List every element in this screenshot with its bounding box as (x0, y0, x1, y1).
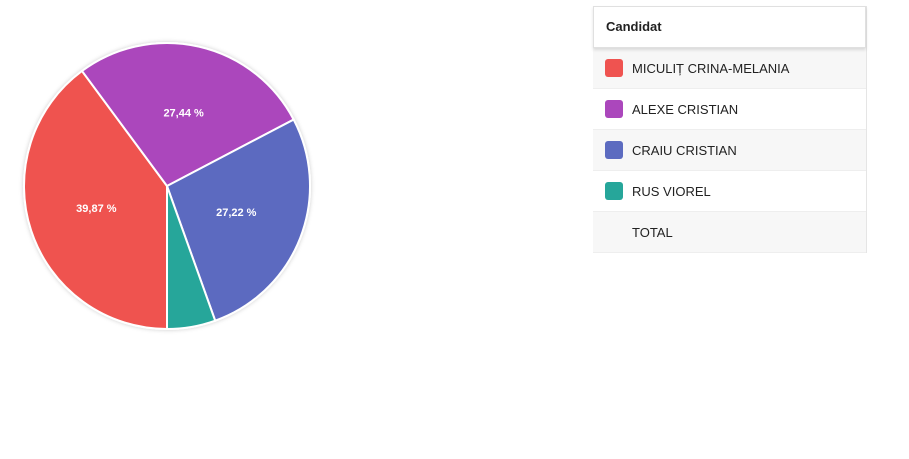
pie-slice (165, 118, 311, 322)
slice-label: 27,22 % (216, 207, 257, 219)
total-label: TOTAL (632, 224, 673, 240)
candidate-name: MICULIȚ CRINA-MELANIA (632, 60, 790, 76)
color-swatch (605, 182, 623, 200)
color-swatch (605, 59, 623, 77)
table-row: CRAIU CRISTIAN (593, 130, 866, 171)
table-row: ALEXE CRISTIAN (593, 89, 866, 130)
pie-slice (166, 185, 217, 331)
candidate-name: RUS VIOREL (632, 183, 711, 199)
total-row: TOTAL (593, 212, 866, 253)
slice-label: 27,44 % (163, 107, 204, 119)
pie-slice (80, 42, 295, 188)
color-swatch (605, 141, 623, 159)
candidate-name: ALEXE CRISTIAN (632, 101, 739, 117)
table-header: Candidat (593, 6, 866, 48)
candidate-table: Candidat MICULIȚ CRINA-MELANIA ALEXE CRIS… (593, 6, 867, 253)
table-row: MICULIȚ CRINA-MELANIA (593, 48, 866, 89)
pie (23, 42, 311, 331)
table-row: RUS VIOREL (593, 171, 866, 212)
candidate-name: CRAIU CRISTIAN (632, 142, 737, 158)
slice-label: 39,87 % (76, 203, 117, 215)
pie-chart: 39,87 % 27,44 % 27,22 % (23, 42, 311, 331)
pie-slice (23, 69, 168, 331)
color-swatch (605, 100, 623, 118)
